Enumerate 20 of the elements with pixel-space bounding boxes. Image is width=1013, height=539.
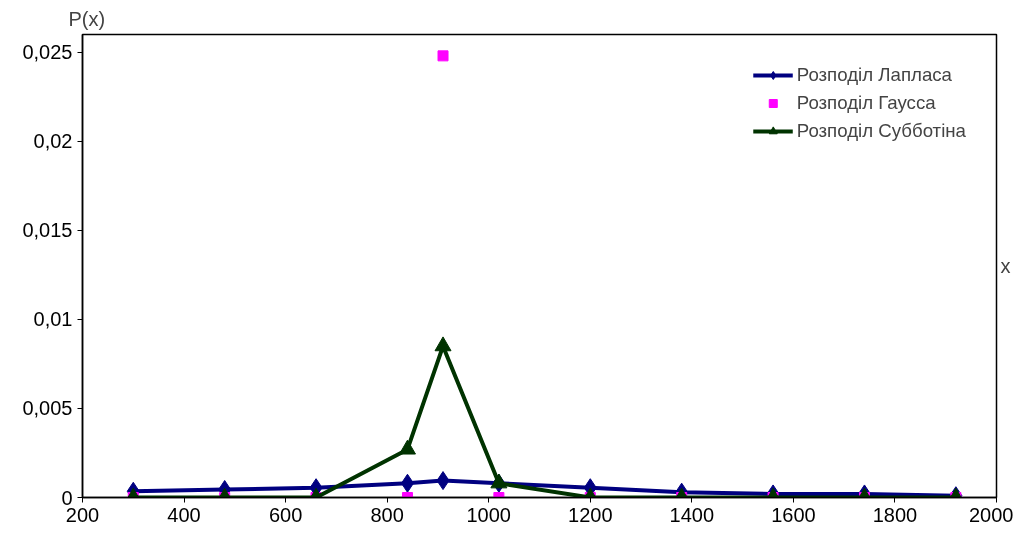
x-tick-label: 2000 [969, 503, 1013, 526]
legend-label: Розподіл Гаусса [796, 92, 936, 114]
y-tick-label: 0,01 [33, 308, 73, 331]
x-tick-label: 800 [370, 503, 404, 526]
legend-label: Розподіл Лапласа [796, 64, 952, 86]
legend-label: Розподіл Субботіна [796, 120, 966, 142]
x-tick-label: 1800 [872, 503, 918, 526]
x-tick-label: 1000 [466, 503, 511, 526]
y-tick-label: 0,005 [22, 397, 73, 420]
x-axis-title: x [1000, 255, 1011, 277]
x-tick-label: 1200 [568, 503, 613, 526]
y-tick-label: 0,015 [22, 219, 73, 242]
x-tick-label: 600 [268, 503, 303, 526]
x-tick-label: 400 [167, 503, 201, 526]
y-tick-label: 0 [61, 486, 73, 509]
y-axis-title: P(x) [68, 7, 106, 30]
x-tick-label: 1400 [669, 503, 715, 526]
x-tick-label: 1600 [771, 503, 816, 526]
y-tick-label: 0,025 [22, 41, 73, 64]
y-tick-label: 0,02 [33, 130, 73, 153]
